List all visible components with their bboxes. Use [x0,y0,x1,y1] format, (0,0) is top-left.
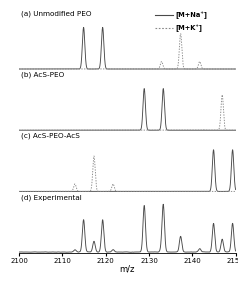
X-axis label: m/z: m/z [120,265,135,274]
Text: (a) Unmodified PEO: (a) Unmodified PEO [21,10,92,17]
Text: (d) Experimental: (d) Experimental [21,194,82,200]
Text: [M+Na⁺]: [M+Na⁺] [175,11,207,19]
Text: [M+K⁺]: [M+K⁺] [175,24,202,32]
Text: (c) AcS-PEO-AcS: (c) AcS-PEO-AcS [21,133,80,139]
Text: (b) AcS-PEO: (b) AcS-PEO [21,72,64,78]
